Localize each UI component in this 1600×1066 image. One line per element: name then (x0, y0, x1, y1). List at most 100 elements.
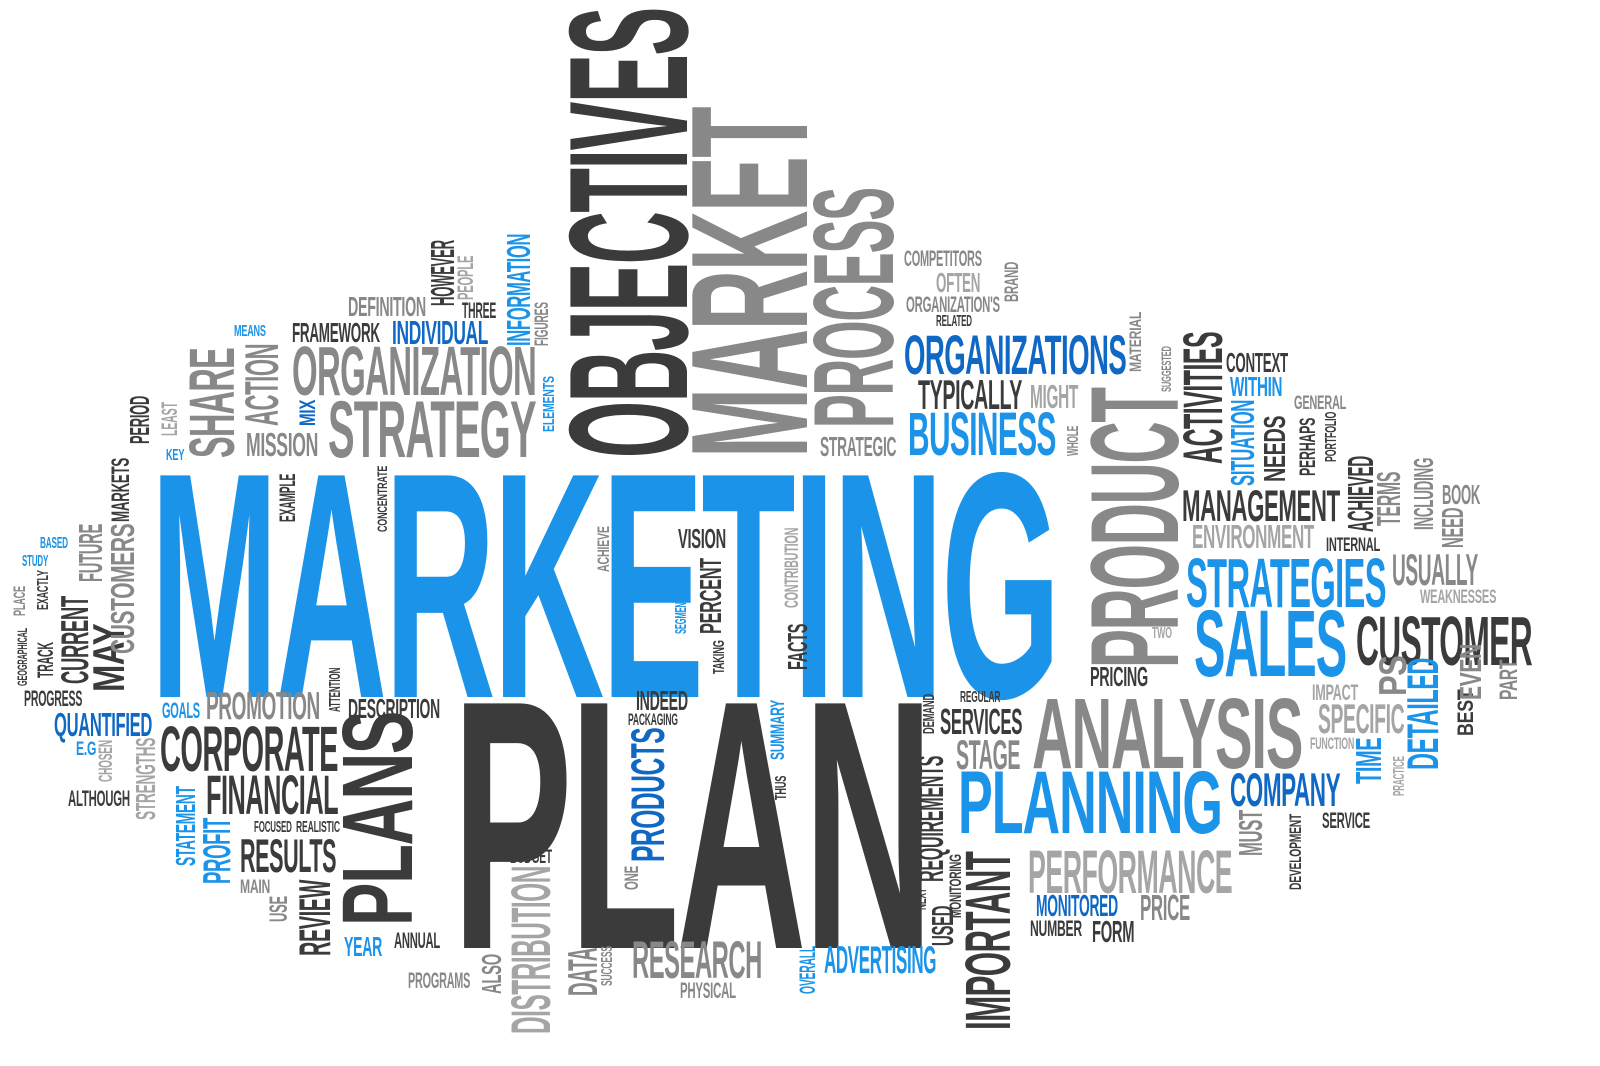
word-success: SUCCESS (598, 946, 616, 986)
word-regular: REGULAR (960, 689, 1001, 707)
word-goals: GOALS (162, 697, 200, 723)
word-terms: TERMS (1371, 471, 1409, 526)
word-products: PRODUCTS (622, 727, 676, 862)
word-might: MIGHT (1030, 378, 1079, 416)
word-main: MAIN (240, 875, 271, 898)
word-based: BASED (40, 535, 68, 553)
word-financial: FINANCIAL (206, 764, 339, 827)
word-development: DEVELOPMENT (1285, 813, 1305, 890)
word-summary: SUMMARY (767, 700, 790, 760)
word-customer: CUSTOMER (1356, 601, 1533, 680)
word-price: PRICE (1140, 887, 1190, 929)
word-requirements: REQUIREMENTS (909, 755, 951, 882)
word-study: STUDY (22, 553, 49, 571)
word-exactly: EXACTLY (34, 570, 52, 610)
word-one: ONE (621, 866, 644, 890)
word-although: ALTHOUGH (68, 785, 130, 811)
word-organization: ORGANIZATION (292, 331, 537, 410)
word-situation: SITUATION (1225, 399, 1263, 486)
word-vision: VISION (678, 523, 726, 555)
word-period: PERIOD (124, 395, 156, 444)
word-perhaps: PERHAPS (1294, 417, 1320, 476)
word-detailed: DETAILED (1398, 658, 1448, 770)
word-overall: OVERALL (794, 945, 820, 994)
word-usually: USUALLY (1392, 546, 1478, 596)
word-eg: E.G (76, 737, 97, 760)
word-next: NEXT (912, 888, 930, 910)
word-book: BOOK (1442, 479, 1481, 511)
word-organizations-poss: ORGANIZATION'S (906, 291, 1000, 317)
word-plans: PLANS (322, 712, 434, 926)
word-packaging: PACKAGING (628, 710, 678, 730)
word-strategy: STRATEGY (328, 384, 537, 475)
word-number: NUMBER (1030, 915, 1082, 941)
word-internal: INTERNAL (1326, 533, 1381, 556)
word-also: ALSO (476, 954, 508, 994)
word-organizations: ORGANIZATIONS (904, 324, 1127, 387)
word-general: GENERAL (1294, 391, 1347, 414)
word-competitors: COMPETITORS (904, 245, 982, 271)
word-portfolio: PORTFOLIO (1322, 411, 1340, 462)
word-analysis: ANALYSIS (1032, 677, 1303, 790)
word-indeed: INDEED (636, 685, 688, 717)
word-monitored: MONITORED (1036, 888, 1118, 923)
word-business: BUSINESS (908, 399, 1056, 468)
word-sales: SALES (1194, 592, 1347, 698)
word-progress: PROGRESS (24, 685, 83, 711)
word-customers: CUSTOMERS (105, 523, 143, 654)
word-planning: PLANNING (958, 753, 1223, 853)
word-stage: STAGE (956, 730, 1021, 778)
word-specific: SPECIFIC (1318, 694, 1405, 742)
word-brand: BRAND (1001, 261, 1024, 302)
word-often: OFTEN (936, 267, 981, 299)
word-action: ACTION (236, 343, 290, 426)
word-context: CONTEXT (1226, 347, 1288, 379)
word-performance: PERFORMANCE (1028, 837, 1233, 906)
word-people: PEOPLE (452, 255, 478, 300)
word-individual: INDIVIDUAL (392, 314, 489, 352)
word-strategic: STRATEGIC (820, 431, 897, 463)
word-related: RELATED (936, 313, 972, 331)
word-plan: PLAN (452, 627, 934, 1025)
word-future: FUTURE (73, 523, 111, 582)
word-services: SERVICES (940, 701, 1023, 743)
word-framework: FRAMEWORK (292, 317, 380, 349)
word-within: WITHIN (1230, 371, 1283, 403)
word-service: SERVICE (1322, 807, 1371, 833)
word-programs: PROGRAMS (408, 967, 471, 993)
word-profit: PROFIT (195, 818, 239, 884)
word-two: TWO (1152, 625, 1172, 643)
word-demand: DEMAND (920, 693, 938, 734)
word-function: FUNCTION (1310, 734, 1355, 754)
word-weaknesses: WEAKNESSES (1420, 585, 1497, 608)
word-mission: MISSION (246, 426, 319, 464)
word-focused: FOCUSED (254, 819, 292, 837)
word-achieve: ACHIEVE (593, 526, 613, 572)
word-time: TIME (1347, 737, 1389, 784)
word-description: DESCRIPTION (348, 693, 440, 725)
word-example: EXAMPLE (274, 473, 300, 522)
word-contribution: CONTRIBUTION (781, 527, 804, 608)
word-percent: PERCENT (693, 558, 728, 634)
word-results: RESULTS (240, 830, 337, 884)
word-segment: SEGMENT (672, 597, 690, 634)
word-environment: ENVIRONMENT (1192, 518, 1314, 556)
word-process: PROCESS (791, 188, 919, 428)
word-material: MATERIAL (1125, 311, 1145, 372)
word-form: FORM (1092, 914, 1135, 949)
word-must: MUST (1233, 810, 1271, 856)
word-pricing: PRICING (1090, 661, 1148, 693)
word-figures: FIGURES (531, 302, 554, 346)
word-activities: ACTIVITIES (1172, 331, 1235, 464)
word-place: PLACE (9, 586, 29, 616)
word-concentrate: CONCENTRATE (374, 465, 391, 532)
word-physical: PHYSICAL (680, 977, 736, 1003)
word-definition: DEFINITION (348, 291, 426, 323)
word-thus: THUS (772, 775, 790, 800)
word-chosen: CHOSEN (95, 740, 118, 782)
word-quantified: QUANTIFIED (54, 706, 152, 744)
word-geographical: GEOGRAPHICAL (14, 628, 31, 686)
word-marketing: MARKETING (150, 406, 1061, 767)
word-including: INCLUDING (1408, 457, 1440, 530)
